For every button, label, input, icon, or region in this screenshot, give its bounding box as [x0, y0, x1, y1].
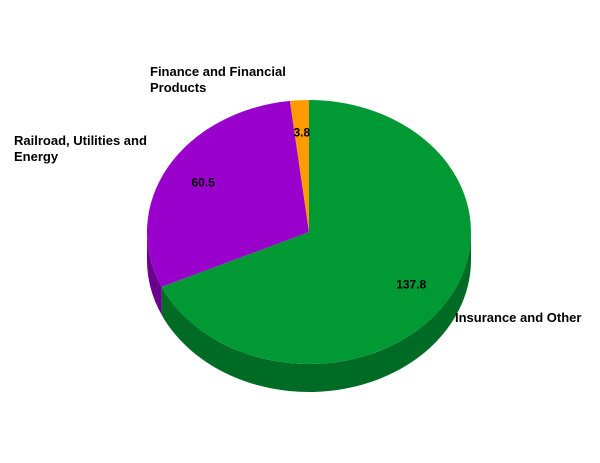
category-label: Finance and Financial Products: [150, 64, 286, 95]
category-label: Railroad, Utilities and Energy: [14, 133, 147, 164]
data-label: 3.8: [293, 125, 310, 139]
slice-side: [161, 232, 471, 393]
slice-side: [147, 232, 162, 315]
slice: [289, 100, 309, 232]
data-label: 137.8: [396, 278, 426, 292]
slice: [146, 100, 309, 287]
category-label: Insurance and Other: [455, 310, 582, 325]
data-label: 60.5: [191, 176, 215, 190]
slice: [161, 100, 472, 364]
